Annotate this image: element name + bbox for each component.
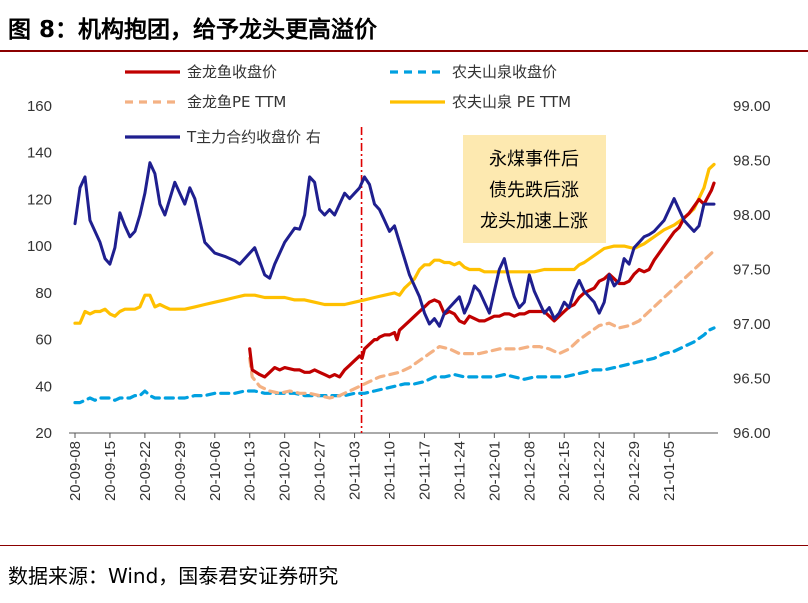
footer-rule xyxy=(0,545,808,546)
x-tick-label: 20-12-22 xyxy=(591,441,608,501)
x-tick-label: 20-09-08 xyxy=(67,441,84,501)
x-tick-label: 20-12-15 xyxy=(556,441,573,501)
source-note: 数据来源：Wind，国泰君安证券研究 xyxy=(8,564,339,588)
legend-label: 金龙鱼PE TTM xyxy=(187,93,286,111)
left-tick-label: 160 xyxy=(27,98,52,115)
x-tick-label: 20-09-15 xyxy=(102,441,119,501)
x-tick-label: 20-09-22 xyxy=(137,441,154,501)
x-tick-label: 20-10-13 xyxy=(242,441,259,501)
left-tick-label: 80 xyxy=(35,285,52,302)
x-tick-label: 20-09-29 xyxy=(172,441,189,501)
title-rule xyxy=(0,50,808,52)
right-tick-label: 97.00 xyxy=(733,316,771,333)
annotation-box xyxy=(463,135,606,243)
left-tick-label: 60 xyxy=(35,332,52,349)
legend-label: 农夫山泉收盘价 xyxy=(452,63,557,81)
x-tick-label: 20-12-29 xyxy=(626,441,643,501)
figure-title: 图 8：机构抱团，给予龙头更高溢价 xyxy=(8,17,378,43)
legend-label: 农夫山泉 PE TTM xyxy=(452,93,571,111)
x-tick-label: 20-10-06 xyxy=(207,441,224,501)
series-line-jinlongyu_pe xyxy=(248,249,716,400)
right-tick-label: 98.00 xyxy=(733,207,771,224)
right-tick-label: 99.00 xyxy=(733,98,771,115)
chart-series xyxy=(73,161,716,405)
x-tick-label: 20-10-27 xyxy=(312,441,329,501)
right-tick-label: 97.50 xyxy=(733,262,771,279)
legend-label: T主力合约收盘价 右 xyxy=(186,128,321,146)
series-line-jinlongyu_close xyxy=(248,181,716,379)
line-chart: 20 40 60 80 100 120 140 160 96.00 96.50 97.00 97.50… xyxy=(27,63,771,501)
legend-label: 金龙鱼收盘价 xyxy=(187,63,277,81)
series-line-nongfu_close xyxy=(73,326,716,405)
left-tick-label: 20 xyxy=(35,425,52,442)
x-tick-label: 21-01-05 xyxy=(661,441,678,501)
x-tick-label: 20-11-24 xyxy=(451,441,468,500)
left-tick-label: 140 xyxy=(27,145,52,162)
right-tick-label: 96.00 xyxy=(733,425,771,442)
chart-axes: 20 40 60 80 100 120 140 160 96.00 96.50 97.00 97.50… xyxy=(27,98,771,501)
left-tick-label: 100 xyxy=(27,238,52,255)
x-tick-label: 20-11-17 xyxy=(416,441,433,500)
right-tick-label: 98.50 xyxy=(733,153,771,170)
x-tick-label: 20-11-10 xyxy=(382,441,399,500)
x-tick-label: 20-12-08 xyxy=(521,441,538,501)
right-tick-label: 96.50 xyxy=(733,371,771,388)
x-tick-label: 20-10-20 xyxy=(277,441,294,501)
series-line-nongfu_pe xyxy=(73,162,716,325)
x-tick-label: 20-12-01 xyxy=(486,441,503,501)
annotation-line: 债先跌后涨 xyxy=(489,180,579,201)
annotation-line: 龙头加速上涨 xyxy=(480,211,588,232)
x-tick-label: 20-11-03 xyxy=(347,441,364,500)
annotation-line: 永煤事件后 xyxy=(489,149,579,170)
left-tick-label: 40 xyxy=(35,378,52,395)
series-line-t_main xyxy=(73,161,716,328)
left-tick-label: 120 xyxy=(27,191,52,208)
